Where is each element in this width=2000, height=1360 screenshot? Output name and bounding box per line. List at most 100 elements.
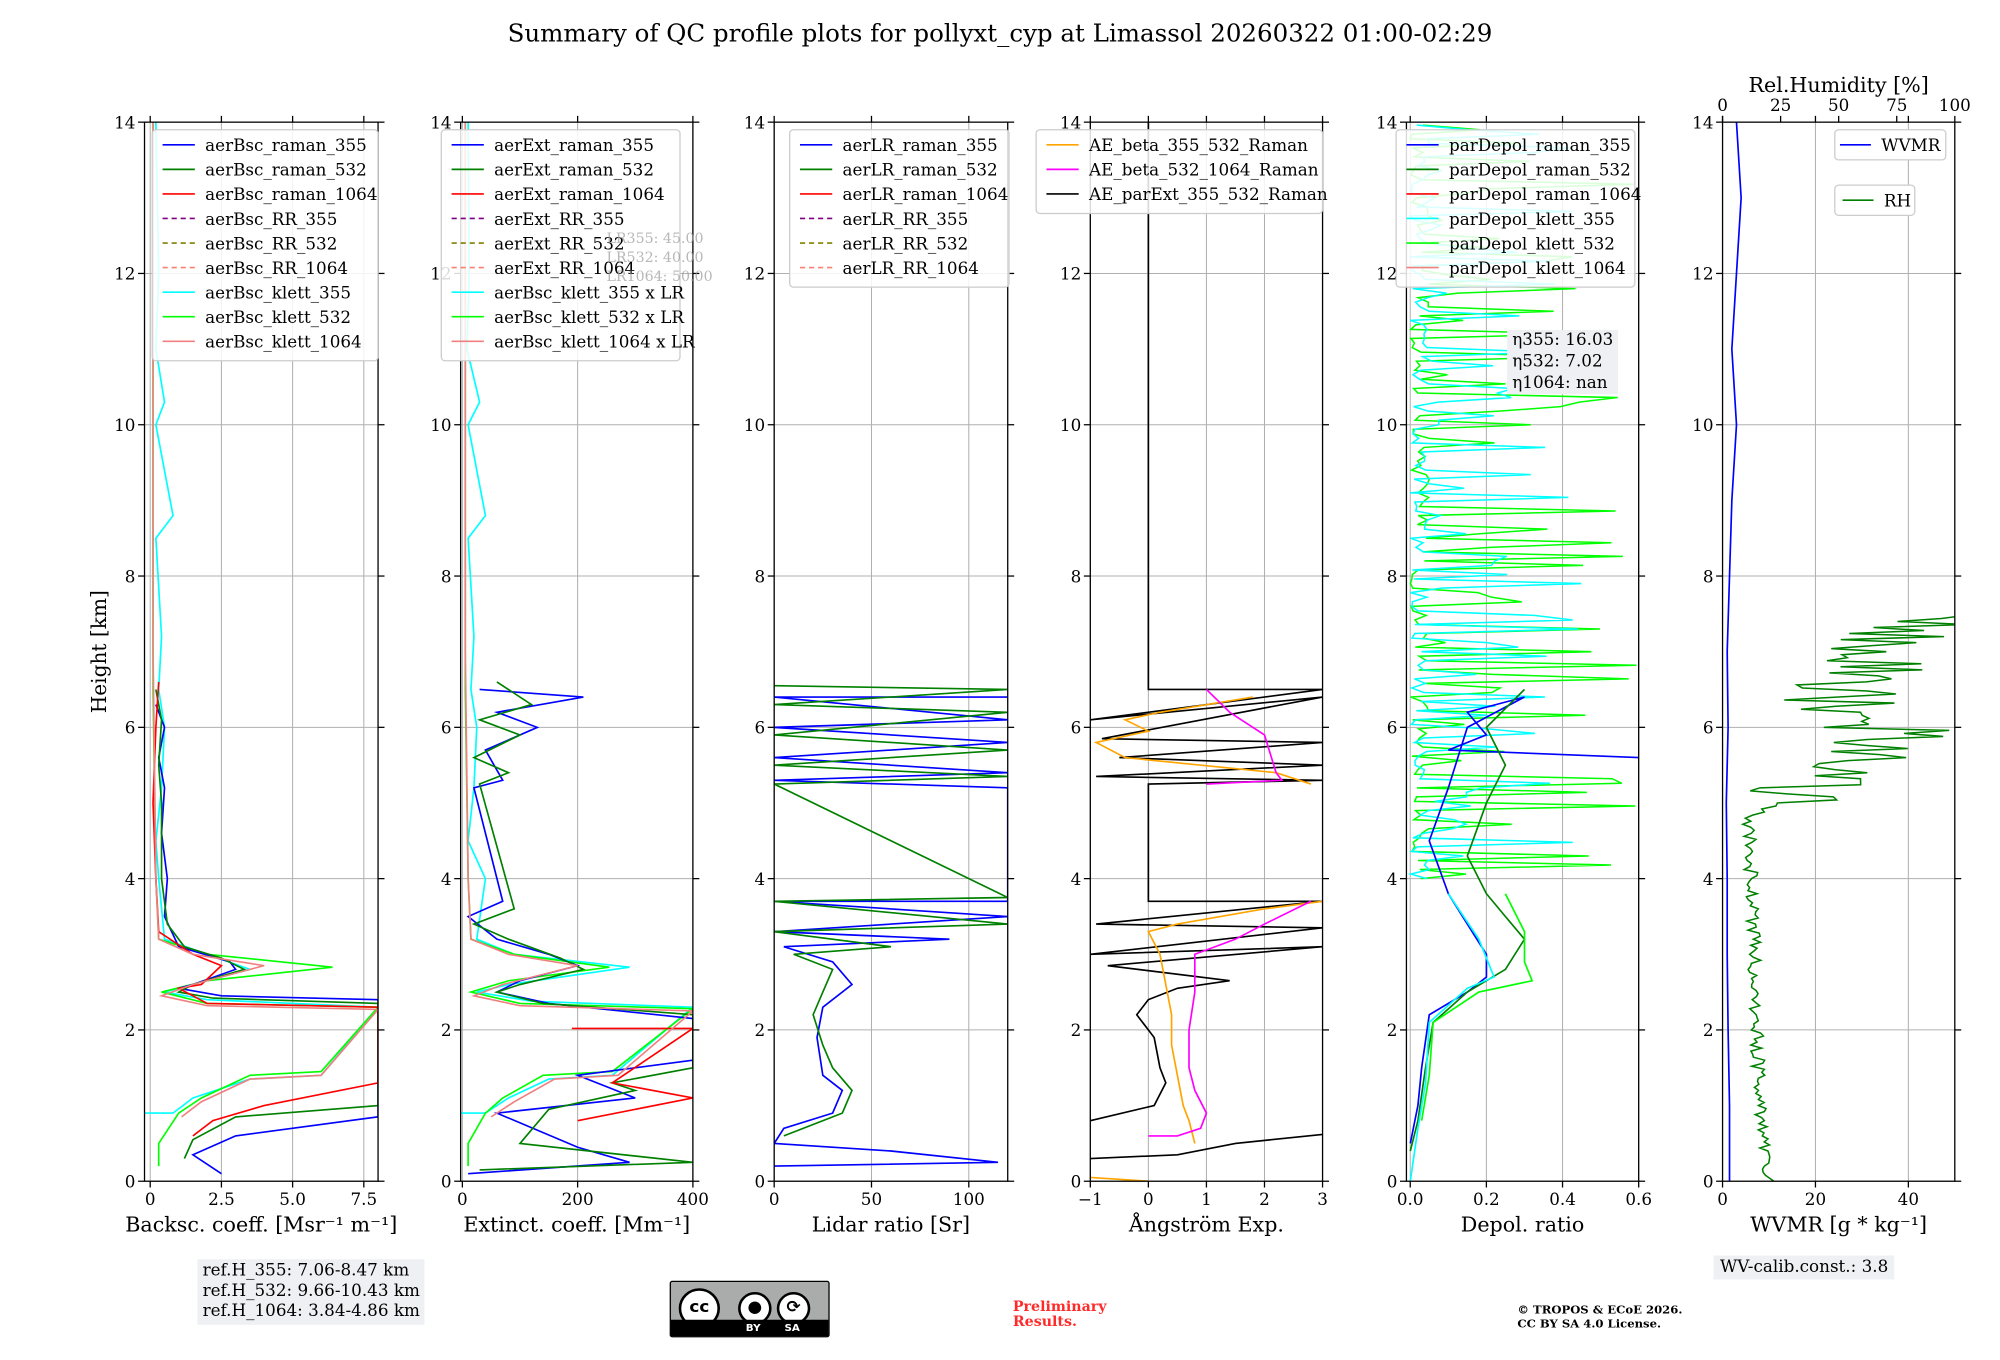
legend-label: parDepol_klett_532 [1449,235,1615,254]
panel-depol: 0 2 4 6 8 10 12 14 0.0 0.2 0.4 0.6 Depol. ratio parDe… [1376,114,1652,1237]
x-tick-label: 0 [145,1190,156,1209]
legend-label: aerExt_RR_1064 [494,259,635,278]
legend-label: RH [1884,192,1911,211]
y-tick-label: 6 [441,719,452,738]
series-group [1725,122,1955,1182]
x-tick-label: 2 [1259,1190,1270,1209]
legend: AE_beta_355_532_Raman AE_beta_532_1064_Ra… [1035,129,1328,215]
top-x-tick-label: 25 [1770,96,1791,115]
lr-355: LR355: 45.00 [606,230,704,247]
top-x-tick-label: 75 [1886,96,1907,115]
series-line-AE_beta_532_1064_Raman_low [1148,900,1312,1137]
sa-label: SA [784,1322,800,1334]
series-line-parDepol_klett_532 [1420,893,1534,1121]
x-tick-label: 400 [677,1190,709,1209]
ref-height-1064: ref.H_1064: 3.84-4.86 km [202,1302,420,1322]
x-tick-label: 0.6 [1625,1190,1652,1209]
series-line-aerExt_raman_532 [471,681,693,1171]
legend-label: aerBsc_klett_355 [205,284,351,303]
y-tick-label: 14 [1376,114,1397,133]
y-tick-label: 12 [114,265,135,284]
y-tick-label: 8 [1387,568,1398,587]
series-line-aerLR_raman_532 [774,684,1008,1137]
x-tick-label: 100 [953,1190,985,1209]
y-tick-label: 2 [441,1021,452,1040]
legend-box [1035,129,1324,215]
y-tick-label: 14 [1060,114,1081,133]
legend-label: aerLR_RR_355 [843,210,969,229]
axes-frame [459,121,694,1182]
license-band [670,1319,829,1337]
y-tick-label: 8 [1703,568,1714,587]
x-axis-label: Ångström Exp. [1128,1212,1284,1237]
y-tick-label: 10 [1692,416,1713,435]
y-tick-label: 2 [1703,1021,1714,1040]
lr-annotation: LR355: 45.00 LR532: 40.00 LR1064: 50.00 [606,229,712,286]
legend-label: aerBsc_klett_1064 x LR [494,333,695,352]
legend-label: parDepol_raman_1064 [1449,185,1641,204]
series-line-aerBsc_klett_1064 x LR [464,122,693,1118]
x-tick-label: 0.0 [1397,1190,1424,1209]
ref-heights-box: ref.H_355: 7.06-8.47 km ref.H_532: 9.66-… [197,1259,426,1325]
eta-annotation: η355: 16.03 η532: 7.02 η1064: nan [1507,329,1619,395]
legend: aerLR_raman_355 aerLR_raman_532 aerLR_rama… [789,129,1010,288]
legend-label: parDepol_klett_1064 [1449,259,1626,278]
series-line-aerExt_raman_355 [466,688,693,1175]
sa-circle-icon: ⟳ [776,1292,811,1325]
legend-label: aerLR_raman_532 [843,161,998,180]
y-tick-label: 14 [744,114,765,133]
series-line-aerBsc_raman_1064 [152,681,379,1137]
legend-label: aerExt_RR_355 [494,210,624,229]
x-tick-label: 2.5 [208,1190,235,1209]
legend-label: aerBsc_RR_532 [205,235,337,254]
legend-label: AE_beta_532_1064_Raman [1088,161,1319,180]
legend-label: aerExt_RR_532 [494,235,624,254]
eta-355: η355: 16.03 [1512,331,1614,351]
y-tick-label: 8 [1071,568,1082,587]
legend-label: AE_beta_355_532_Raman [1088,136,1308,155]
y-tick-label: 14 [114,114,135,133]
y-tick-label: 10 [1376,416,1397,435]
legend-label: aerLR_RR_532 [843,235,969,254]
series-group [144,122,379,1175]
x-tick-label: 0 [457,1190,468,1209]
preliminary-line1: Preliminary [1012,1298,1107,1315]
series-group [1090,122,1323,1182]
series-line-AE_parExt_low [1090,1133,1323,1160]
y-tick-label: 0 [125,1173,136,1192]
y-tick-label: 10 [744,416,765,435]
top-x-tick-label: 100 [1939,96,1971,115]
lr-532: LR532: 40.00 [606,249,704,266]
legend-label: aerLR_raman_355 [843,136,998,155]
y-axis-label: Height [km] [87,590,111,713]
legend-label: parDepol_klett_355 [1449,210,1615,229]
preliminary-note: Preliminary Results. [1012,1298,1107,1330]
y-tick-label: 4 [441,870,452,889]
series-line-aerLR_raman_355 [774,696,1008,1167]
legend-box [789,129,1010,288]
y-tick-label: 4 [125,870,136,889]
y-tick-label: 8 [754,568,765,587]
y-tick-label: 10 [430,416,451,435]
y-tick-label: 10 [114,416,135,435]
x-tick-label: 200 [562,1190,594,1209]
ref-height-355: ref.H_355: 7.06-8.47 km [202,1261,410,1281]
legend-label: WVMR [1881,136,1941,155]
x-tick-label: 20 [1805,1190,1826,1209]
series-group [460,122,693,1175]
legend-label: aerExt_raman_532 [494,161,654,180]
copyright-note: © TROPOS & ECoE 2026. CC BY SA 4.0 Licen… [1517,1305,1682,1333]
x-tick-label: 3 [1317,1190,1328,1209]
y-tick-label: 4 [1071,870,1082,889]
cc-license-badge: cc ● ⟳ BY SA [669,1280,830,1338]
y-tick-label: 0 [1071,1173,1082,1192]
legend-label: aerBsc_raman_532 [205,161,367,180]
axes-frame [143,121,379,1182]
legend-label: AE_parExt_355_532_Raman [1088,185,1328,204]
legend-box [1834,184,1916,216]
lr-1064: LR1064: 50.00 [606,268,713,285]
legend-label: aerBsc_klett_532 x LR [494,308,684,327]
